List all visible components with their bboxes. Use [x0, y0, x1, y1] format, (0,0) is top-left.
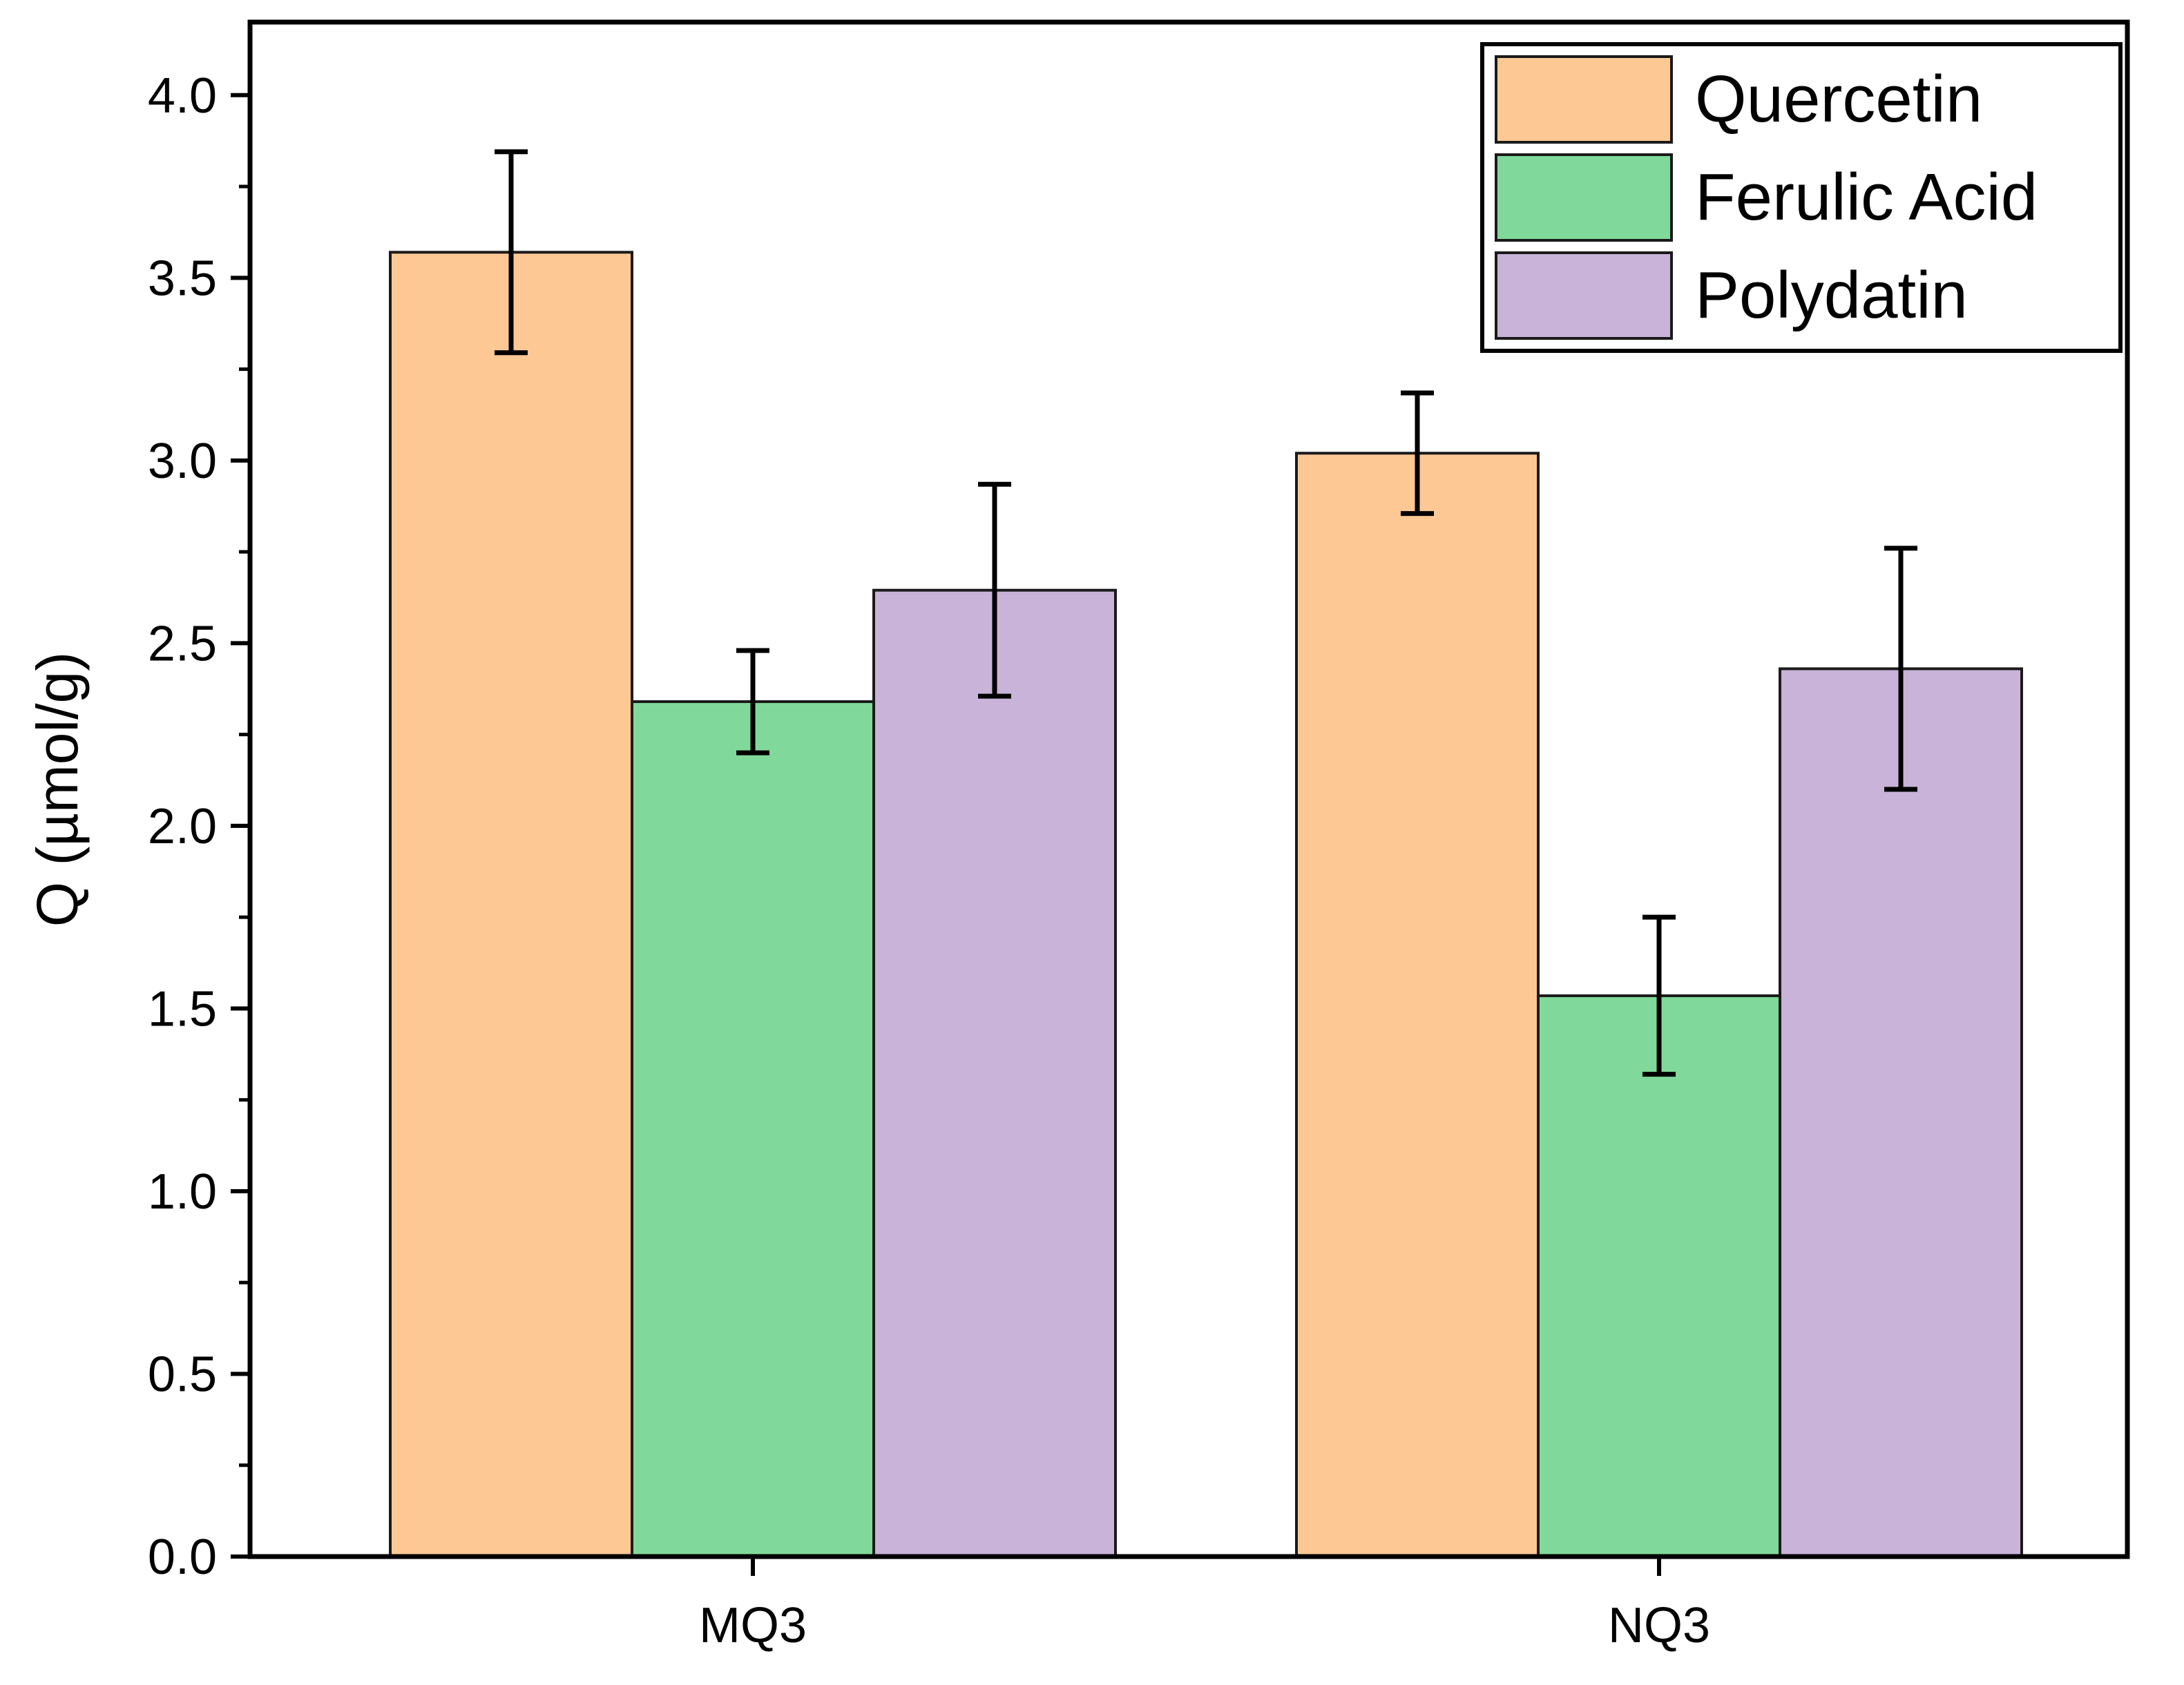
- legend-swatch: [1495, 251, 1673, 340]
- legend-swatch: [1495, 55, 1673, 144]
- legend-entry-polydatin: Polydatin: [1495, 251, 1968, 340]
- y-axis-ticks: 0.0 0.5 1.0 1.5 2.0 2.5 3.0 3.5 4.0: [148, 68, 250, 1585]
- x-tick-label-nq3: NQ3: [1608, 1598, 1710, 1653]
- error-bar-mq3-quercetin: [495, 149, 528, 356]
- axes-layer: [247, 19, 2130, 1559]
- error-bar-nq3-quercetin: [1401, 390, 1434, 517]
- legend-swatch: [1495, 153, 1673, 242]
- bar-nq3-ferulic-acid: [1537, 994, 1781, 1558]
- error-bar-nq3-polydatin: [1884, 546, 1917, 792]
- legend-label: Ferulic Acid: [1695, 160, 2038, 234]
- bar-nq3-polydatin: [1779, 667, 2023, 1558]
- bars-layer: [389, 251, 2023, 1558]
- error-bars-layer: [495, 149, 1917, 1077]
- x-axis-ticks: MQ3 NQ3: [699, 1557, 1710, 1653]
- error-bar-mq3-ferulic-acid: [736, 648, 769, 755]
- bar-mq3-ferulic-acid: [631, 700, 875, 1558]
- legend-entry-quercetin: Quercetin: [1495, 55, 1982, 144]
- bar-mq3-polydatin: [872, 588, 1117, 1558]
- y-tick-label: 3.5: [148, 251, 217, 306]
- bar-mq3-quercetin: [389, 251, 633, 1558]
- bar-nq3-quercetin: [1295, 452, 1540, 1558]
- plot-frame: [247, 19, 2130, 1559]
- y-tick-label: 0.0: [148, 1530, 217, 1585]
- y-tick-label: 3.0: [148, 434, 217, 489]
- y-tick-label: 2.5: [148, 616, 217, 671]
- y-tick-label: 2.0: [148, 799, 217, 854]
- error-bar-nq3-ferulic-acid: [1642, 914, 1676, 1077]
- x-tick-label-mq3: MQ3: [699, 1598, 807, 1653]
- legend-label: Polydatin: [1695, 258, 1968, 332]
- y-tick-label: 4.0: [148, 68, 217, 124]
- legend-entry-ferulic-acid: Ferulic Acid: [1495, 153, 2038, 242]
- error-bar-mq3-polydatin: [978, 481, 1011, 699]
- y-tick-label: 1.5: [148, 981, 217, 1037]
- legend: Quercetin Ferulic Acid Polydatin: [1480, 42, 2123, 353]
- legend-label: Quercetin: [1695, 62, 1982, 136]
- y-axis-title: Q (µmol/g): [25, 652, 90, 927]
- y-tick-label: 0.5: [148, 1347, 217, 1402]
- y-tick-label: 1.0: [148, 1164, 217, 1220]
